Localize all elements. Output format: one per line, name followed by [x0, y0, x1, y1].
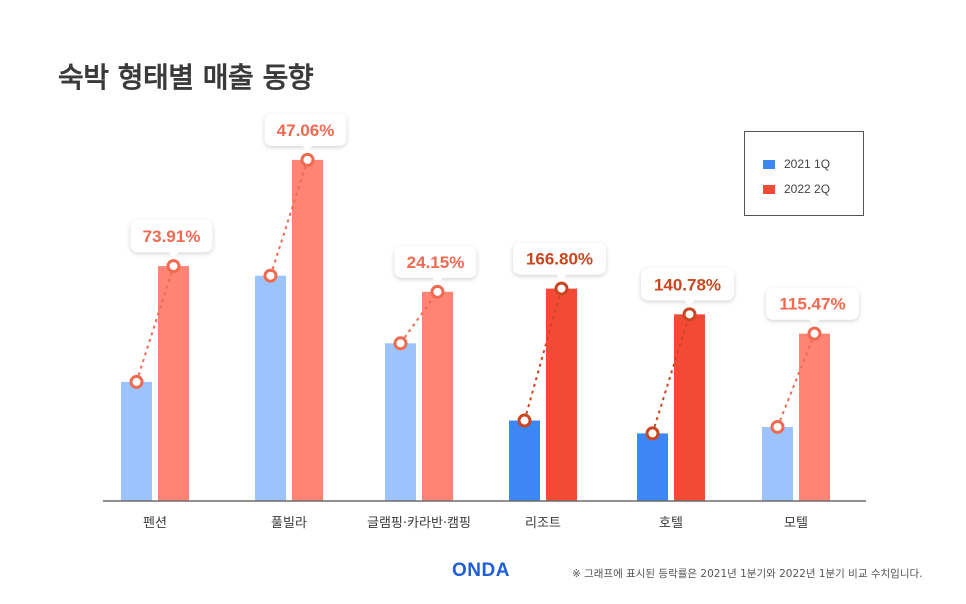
- marker-point: [300, 152, 315, 167]
- category-label: 풀빌라: [271, 516, 307, 531]
- legend-swatch-2021-1q: [763, 159, 775, 169]
- change-label: 115.47%: [779, 295, 845, 314]
- category-label: 모텔: [784, 516, 808, 531]
- legend-label-2021-1q: 2021 1Q: [784, 157, 831, 171]
- change-label: 166.80%: [526, 250, 593, 269]
- legend-swatch-2022-2q: [763, 184, 775, 194]
- legend-item-2021-1q: 2021 1Q: [763, 157, 830, 171]
- change-label: 24.15%: [407, 253, 465, 272]
- change-label-pointer: [432, 277, 443, 284]
- change-label-box: [130, 220, 213, 253]
- change-label-pointer: [684, 300, 695, 307]
- bar-2021-1q: [255, 275, 286, 501]
- marker-point: [807, 326, 822, 341]
- trend-line: [523, 288, 563, 421]
- change-label: 140.78%: [654, 275, 721, 294]
- change-label-pointer: [556, 274, 567, 281]
- change-label-box: [513, 242, 606, 275]
- change-label-pointer: [302, 145, 313, 152]
- bar-2021-1q: [121, 381, 152, 501]
- category-label: 글램핑·카라반·캠핑: [367, 516, 471, 531]
- legend: 2021 1Q 2022 2Q: [744, 131, 864, 216]
- change-label-box: [394, 245, 477, 278]
- onda-logo: ONDA: [452, 560, 510, 581]
- change-label: 73.91%: [143, 227, 201, 246]
- change-label-pointer: [809, 319, 820, 326]
- category-label: 펜션: [143, 516, 167, 531]
- marker-point: [517, 413, 532, 428]
- bar-2021-1q: [762, 426, 793, 501]
- change-label-pointer: [168, 252, 179, 259]
- marker-point: [770, 419, 785, 434]
- bar-2021-1q: [385, 343, 416, 501]
- change-label-box: [641, 268, 734, 301]
- bar-2021-1q: [509, 420, 540, 501]
- marker-point: [430, 284, 445, 299]
- marker-point: [129, 374, 144, 389]
- bar-2022-2q: [292, 159, 323, 501]
- marker-point: [554, 281, 569, 296]
- category-label: 리조트: [525, 516, 561, 531]
- bar-2022-2q: [799, 333, 830, 501]
- change-label: 47.06%: [277, 121, 335, 140]
- bar-2021-1q: [637, 433, 668, 501]
- legend-label-2022-2q: 2022 2Q: [784, 182, 831, 196]
- marker-point: [263, 268, 278, 283]
- trend-line: [776, 333, 816, 428]
- marker-point: [166, 259, 181, 274]
- marker-point: [682, 307, 697, 322]
- change-label-box: [264, 113, 347, 146]
- category-label: 호텔: [659, 516, 683, 531]
- bar-2022-2q: [158, 266, 189, 501]
- bar-2022-2q: [422, 291, 453, 501]
- change-label-box: [766, 287, 859, 320]
- bar-2022-2q: [546, 288, 577, 501]
- chart-title: 숙박 형태별 매출 동향: [58, 61, 314, 94]
- marker-point: [645, 426, 660, 441]
- footnote: ※ 그래프에 표시된 등락률은 2021년 1분기와 2022년 1분기 비교 …: [572, 568, 923, 580]
- legend-item-2022-2q: 2022 2Q: [763, 182, 830, 196]
- marker-point: [393, 336, 408, 351]
- bar-2022-2q: [674, 314, 705, 501]
